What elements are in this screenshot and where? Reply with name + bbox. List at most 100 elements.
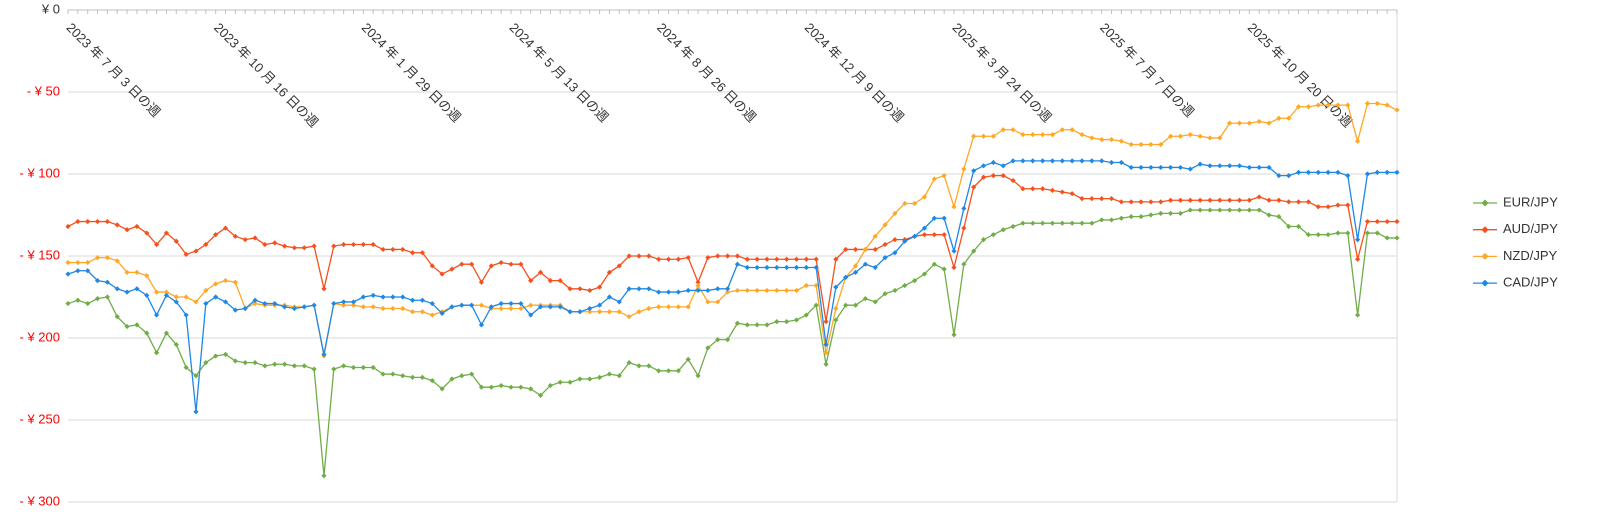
data-point [803, 312, 809, 318]
data-point [341, 299, 347, 305]
data-point [823, 350, 829, 356]
y-tick-label: - ¥ 50 [27, 83, 60, 98]
data-point [144, 292, 150, 298]
data-point [380, 371, 386, 377]
y-tick-label: - ¥ 200 [20, 329, 60, 344]
data-point [301, 363, 307, 369]
data-point [971, 248, 977, 254]
data-point [400, 305, 406, 312]
data-point [124, 289, 130, 295]
data-point [1049, 158, 1056, 164]
data-point [882, 222, 888, 228]
data-point [665, 368, 672, 374]
data-point [1059, 189, 1065, 195]
data-point [222, 351, 229, 357]
data-point [675, 289, 681, 295]
data-point [311, 366, 317, 372]
data-point [183, 251, 189, 257]
data-point [1394, 235, 1400, 241]
data-point [626, 253, 632, 259]
data-point [1217, 197, 1223, 203]
data-point [921, 271, 928, 277]
data-point [114, 286, 120, 292]
data-point [469, 261, 475, 267]
data-point [65, 259, 71, 266]
data-point [1374, 169, 1380, 175]
data-point [94, 255, 101, 261]
data-point [577, 376, 583, 382]
data-point [1138, 214, 1144, 220]
data-point [1276, 115, 1282, 121]
data-point [1118, 199, 1124, 205]
data-point [1384, 235, 1390, 241]
x-tick-label: 2023 年 10 月 16 日の週 [211, 20, 321, 130]
data-point [488, 384, 494, 390]
data-point [744, 322, 750, 328]
data-point [1187, 207, 1193, 213]
data-point [784, 319, 790, 325]
data-point [646, 253, 652, 259]
data-point [429, 312, 435, 318]
data-point [1315, 232, 1321, 238]
data-point [114, 314, 120, 320]
y-tick-label: ¥ 0 [41, 1, 60, 16]
data-point [203, 241, 209, 248]
data-point [301, 245, 307, 251]
data-point [616, 309, 622, 315]
data-point [518, 300, 524, 307]
data-point [252, 300, 258, 307]
data-point [370, 292, 376, 298]
data-point [409, 297, 416, 303]
data-point [321, 351, 327, 357]
data-point [281, 243, 288, 249]
data-point [370, 364, 376, 371]
data-point [321, 473, 327, 479]
data-point [85, 300, 91, 307]
data-point [478, 322, 485, 328]
data-point [1246, 164, 1252, 171]
data-point [1335, 169, 1341, 175]
data-point [85, 259, 91, 266]
data-point [941, 215, 947, 221]
data-point [478, 302, 485, 308]
data-point [1069, 158, 1075, 164]
data-point [1020, 220, 1026, 226]
data-point [1167, 197, 1174, 203]
data-point [154, 289, 160, 295]
data-point [734, 261, 741, 267]
data-point [1236, 197, 1243, 203]
data-point [1364, 100, 1371, 107]
data-point [774, 287, 780, 294]
data-point [951, 204, 957, 210]
data-point [518, 261, 524, 267]
data-point [1020, 158, 1026, 164]
data-point [567, 309, 573, 315]
data-point [636, 253, 642, 259]
legend-marker [1481, 226, 1489, 234]
data-point [675, 304, 681, 310]
data-point [912, 278, 918, 284]
data-point [1266, 164, 1272, 171]
data-point [961, 166, 967, 172]
data-point [1295, 223, 1302, 230]
data-point [980, 163, 987, 169]
data-point [134, 322, 140, 328]
data-point [813, 256, 819, 262]
data-point [803, 282, 809, 289]
data-point [1355, 138, 1361, 144]
data-point [85, 268, 91, 274]
data-point [685, 255, 691, 261]
data-point [557, 379, 563, 385]
data-point [843, 302, 849, 308]
data-point [1040, 186, 1046, 192]
data-point [390, 305, 396, 312]
data-point [1010, 158, 1016, 164]
data-point [321, 286, 327, 292]
data-point [242, 305, 248, 312]
data-point [1286, 223, 1292, 230]
data-point [577, 286, 583, 292]
data-point [331, 366, 337, 372]
data-point [1256, 207, 1262, 213]
data-point [931, 232, 937, 238]
data-point [104, 218, 110, 225]
